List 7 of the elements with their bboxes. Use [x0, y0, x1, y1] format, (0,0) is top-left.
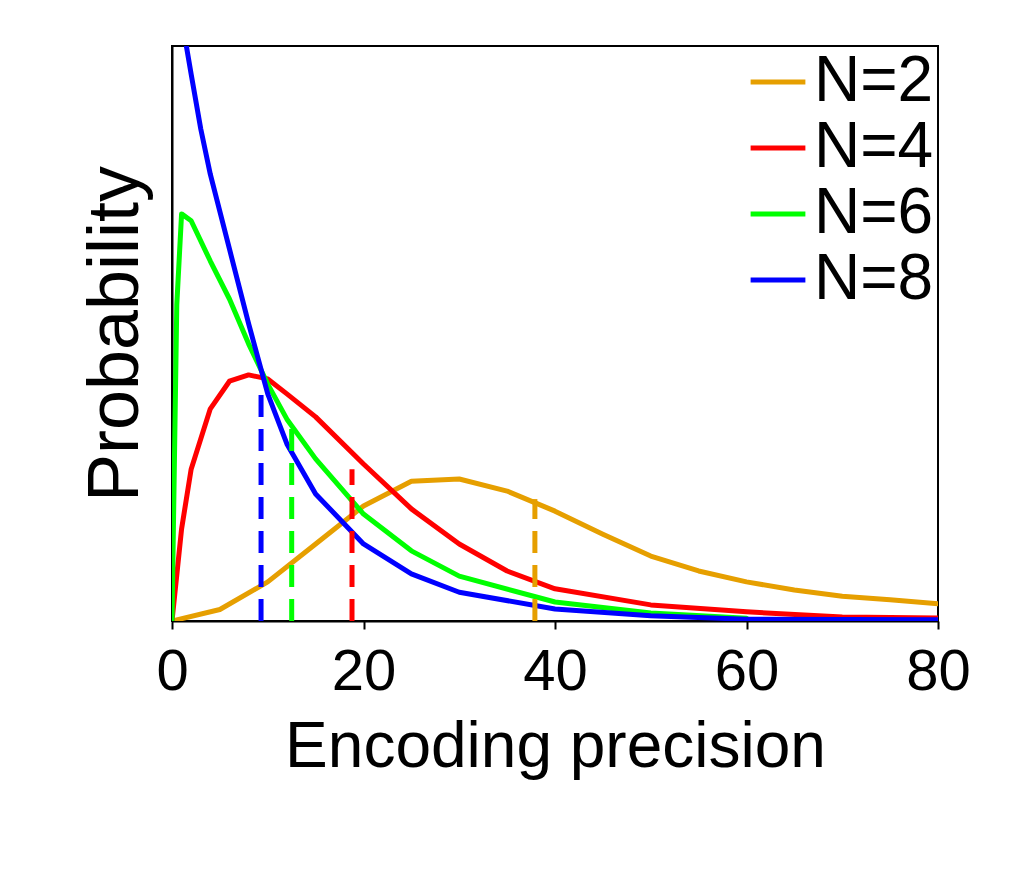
x-tick-label: 20 [331, 636, 397, 702]
y-axis-title: Probability [72, 165, 153, 503]
x-tick-label: 0 [156, 636, 189, 702]
x-axis-title: Encoding precision [285, 708, 826, 781]
x-tick-label: 80 [906, 636, 971, 702]
x-tick-label: 40 [523, 636, 588, 702]
x-tick-label: 60 [714, 636, 780, 702]
